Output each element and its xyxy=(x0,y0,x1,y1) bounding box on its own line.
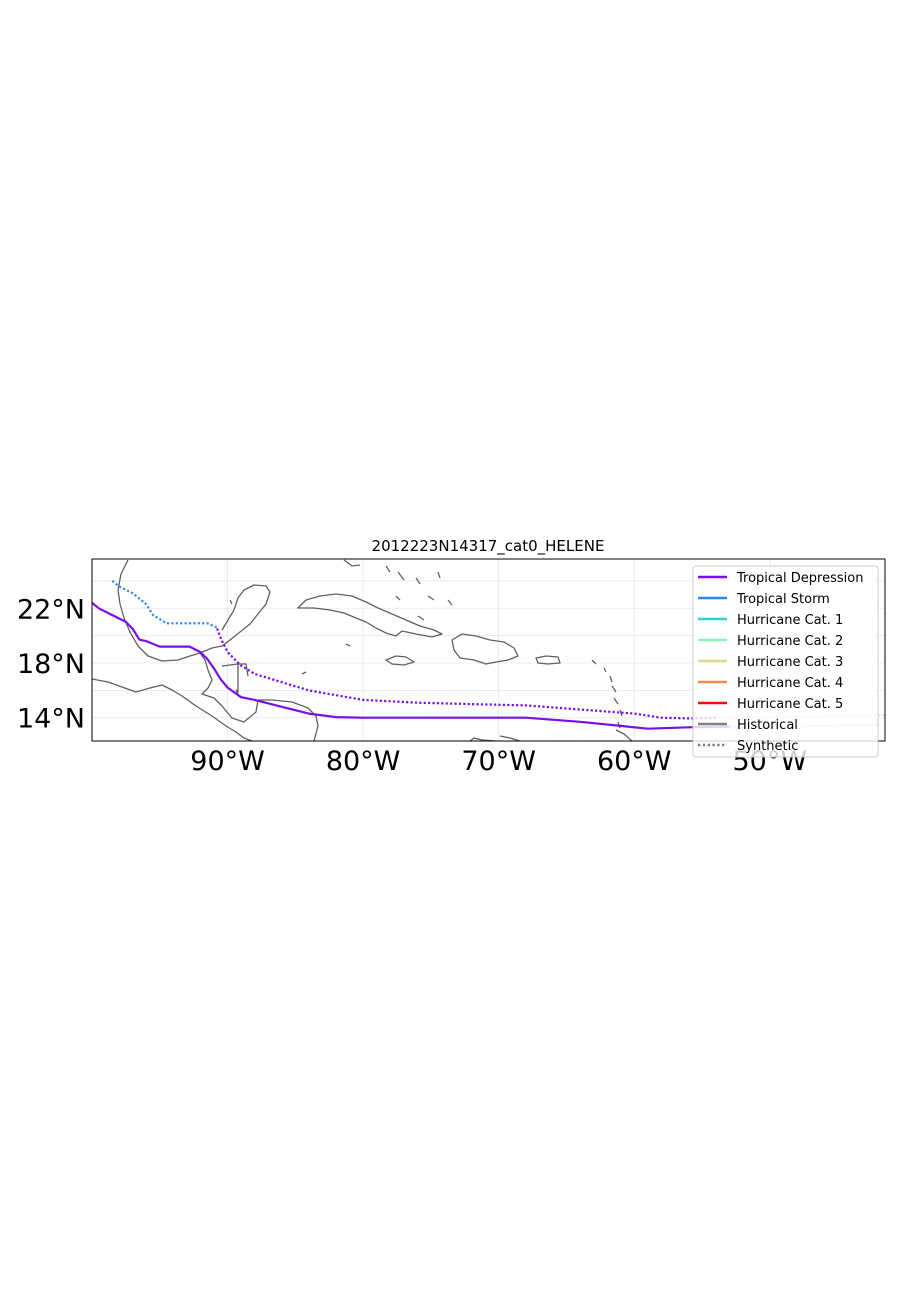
coastline-small-islands xyxy=(229,599,351,695)
historical-track-segment-2 xyxy=(92,601,731,730)
plot-frame xyxy=(91,558,886,742)
legend-box xyxy=(692,565,879,758)
coastline-hispaniola xyxy=(451,633,519,665)
legend-label: Tropical Depression xyxy=(736,571,863,586)
coastline-cuba xyxy=(297,593,443,638)
coastline-mainland xyxy=(117,559,319,741)
y-axis-ticks: 14°N 18°N 22°N xyxy=(17,594,85,734)
coastline-yucatan xyxy=(199,584,271,654)
x-tick-label: 90°W xyxy=(190,746,265,777)
synthetic-track-segment-2 xyxy=(215,627,716,720)
synthetic-track-segment-3 xyxy=(111,580,218,629)
coastline-pacific xyxy=(92,678,253,741)
y-tick-label: 14°N xyxy=(17,704,85,735)
legend-label: Historical xyxy=(737,718,798,733)
border-belize xyxy=(238,663,249,677)
legend-label: Hurricane Cat. 2 xyxy=(737,634,843,649)
coastline-lesser-antilles xyxy=(591,659,623,729)
x-tick-label: 70°W xyxy=(461,746,536,777)
legend-label: Hurricane Cat. 1 xyxy=(737,613,843,628)
chart-title: 2012223N14317_cat0_HELENE xyxy=(372,537,605,556)
x-tick-label: 60°W xyxy=(597,746,672,777)
legend-label: Synthetic xyxy=(737,739,798,754)
coastlines xyxy=(92,559,633,741)
y-tick-label: 22°N xyxy=(17,594,85,625)
legend-label: Hurricane Cat. 4 xyxy=(737,676,843,691)
y-tick-label: 18°N xyxy=(17,649,85,680)
coastline-puerto-rico xyxy=(535,655,561,665)
legend: Tropical Depression Tropical Storm Hurrica… xyxy=(692,565,879,758)
legend-label: Hurricane Cat. 3 xyxy=(737,655,843,670)
legend-label: Tropical Storm xyxy=(736,592,830,607)
coastline-jamaica xyxy=(385,655,415,666)
x-tick-label: 80°W xyxy=(326,746,401,777)
coastline-bahamas xyxy=(343,559,453,621)
legend-label: Hurricane Cat. 5 xyxy=(737,697,843,712)
